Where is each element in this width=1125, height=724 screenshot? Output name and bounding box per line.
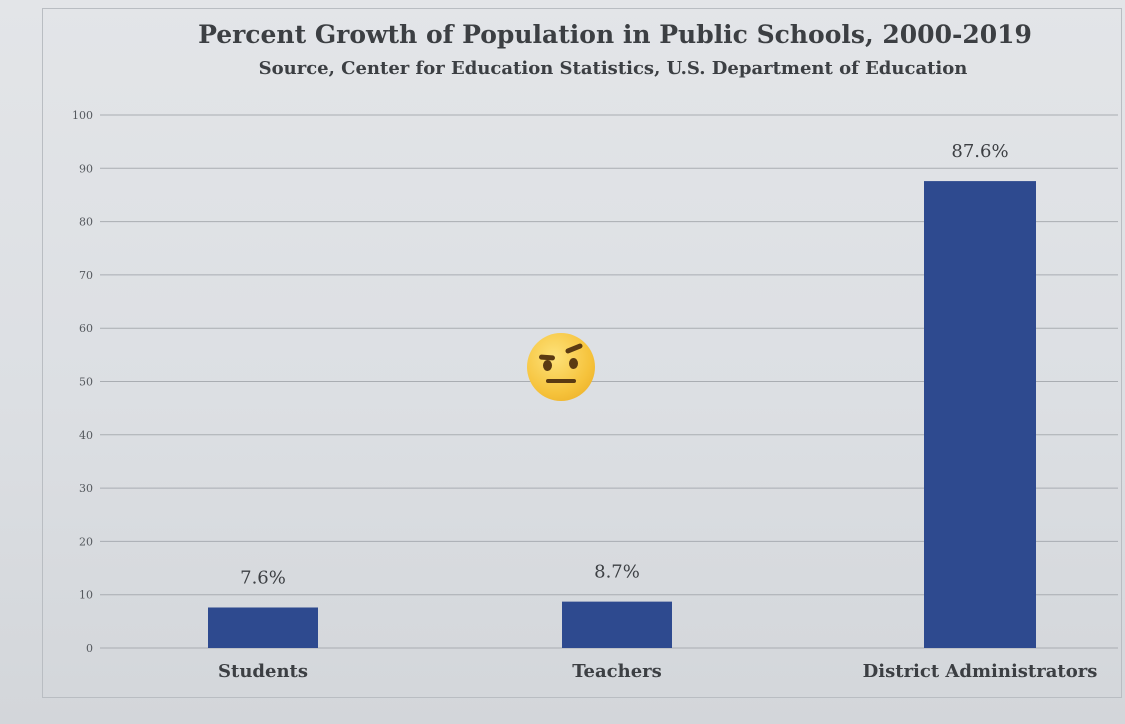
x-tick-label: Teachers	[572, 661, 662, 682]
data-label: 87.6%	[951, 141, 1008, 162]
y-tick-label: 70	[79, 269, 93, 282]
y-tick-label: 100	[72, 109, 93, 122]
data-label: 7.6%	[240, 567, 286, 588]
x-tick-label: District Administrators	[863, 661, 1098, 682]
y-tick-label: 50	[79, 376, 93, 389]
bar	[924, 181, 1036, 649]
data-label: 8.7%	[594, 562, 640, 583]
x-tick-label: Students	[218, 661, 308, 682]
y-tick-label: 0	[86, 642, 93, 655]
y-tick-label: 40	[79, 429, 93, 442]
bar	[208, 607, 318, 648]
bar	[562, 601, 672, 648]
chart-frame	[42, 8, 1122, 698]
y-tick-label: 90	[79, 162, 93, 175]
y-tick-label: 30	[79, 482, 93, 495]
raised-eyebrow-face-icon	[527, 333, 595, 401]
y-tick-label: 10	[79, 589, 93, 602]
y-tick-label: 80	[79, 216, 93, 229]
chart-title: Percent Growth of Population in Public S…	[198, 20, 1032, 49]
chart-subtitle: Source, Center for Education Statistics,…	[258, 58, 968, 79]
y-tick-label: 20	[79, 535, 93, 548]
y-tick-label: 60	[79, 322, 93, 335]
